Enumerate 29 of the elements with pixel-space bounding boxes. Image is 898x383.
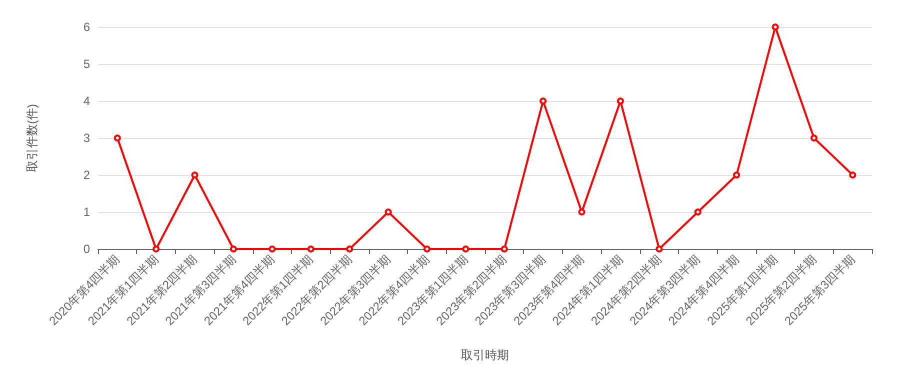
y-tick-label: 4 bbox=[83, 94, 90, 108]
point bbox=[462, 246, 470, 252]
point bbox=[616, 98, 624, 104]
point bbox=[423, 246, 430, 252]
point bbox=[578, 208, 586, 216]
point bbox=[307, 246, 314, 252]
x-axis-title: 取引時期 bbox=[461, 348, 509, 362]
point bbox=[656, 246, 663, 252]
point bbox=[230, 246, 237, 252]
point bbox=[500, 246, 508, 252]
point bbox=[191, 172, 198, 178]
y-tick-label: 5 bbox=[83, 57, 90, 71]
point bbox=[152, 246, 160, 252]
point bbox=[810, 134, 818, 142]
point bbox=[772, 24, 779, 30]
point bbox=[384, 208, 392, 216]
y-tick-label: 6 bbox=[83, 20, 90, 34]
y-tick-label: 0 bbox=[83, 242, 90, 256]
y-tick-label: 1 bbox=[83, 205, 90, 219]
y-tick-label: 3 bbox=[83, 131, 90, 145]
point bbox=[114, 134, 121, 142]
point bbox=[268, 246, 276, 252]
point bbox=[346, 246, 354, 252]
y-tick-label: 2 bbox=[83, 168, 90, 182]
point bbox=[694, 208, 702, 216]
y-axis-title: 取引件数(件) bbox=[25, 104, 39, 172]
point bbox=[733, 172, 740, 178]
point bbox=[540, 98, 547, 104]
point bbox=[849, 172, 856, 178]
